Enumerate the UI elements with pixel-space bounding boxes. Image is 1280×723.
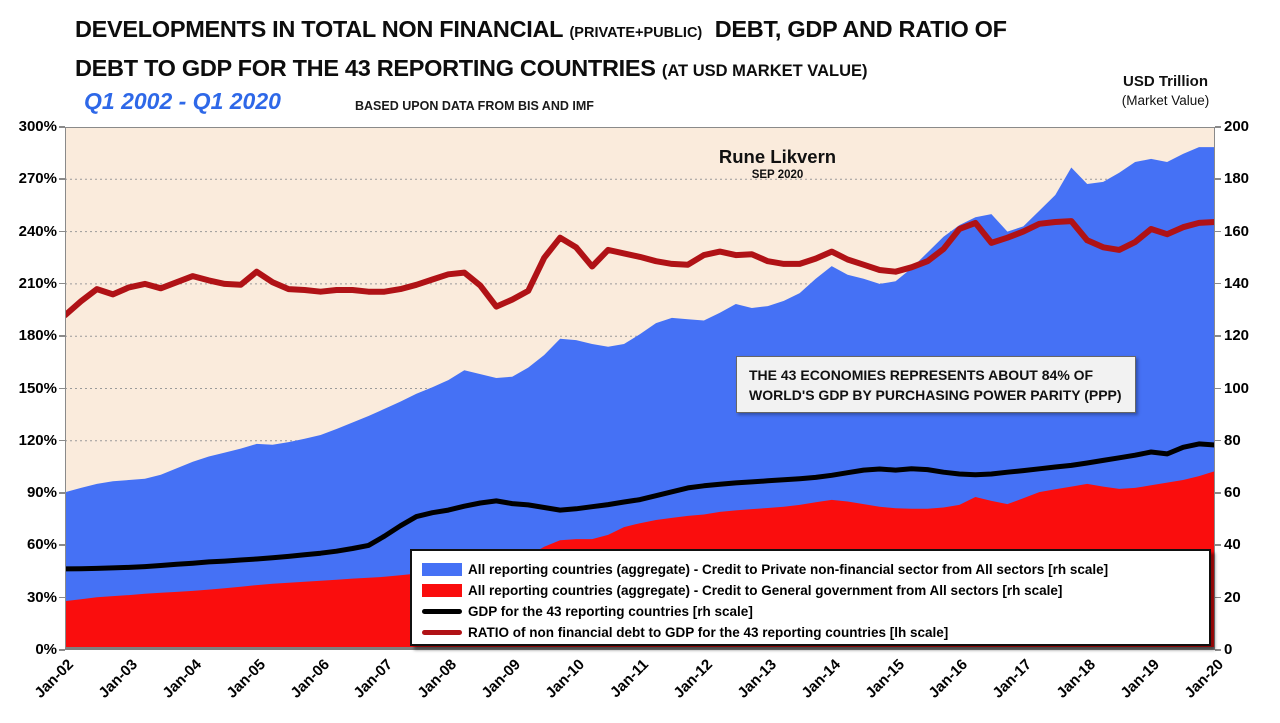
legend-label: All reporting countries (aggregate) - Cr… xyxy=(468,561,1109,577)
x-tick-label: Jan-06 xyxy=(286,656,333,702)
right-tick-label: 60 xyxy=(1224,484,1241,502)
right-tick-mark xyxy=(1215,544,1221,546)
right-axis-title: USD Trillion (Market Value) xyxy=(1108,72,1223,110)
left-tick-label: 300% xyxy=(18,118,57,135)
right-tick-mark xyxy=(1215,335,1221,337)
x-tick-label: Jan-10 xyxy=(542,656,589,702)
chart-title-line1: DEVELOPMENTS IN TOTAL NON FINANCIAL (PRI… xyxy=(75,12,1215,51)
right-tick-label: 200 xyxy=(1224,118,1250,135)
right-tick-mark xyxy=(1215,439,1221,442)
left-tick-mark xyxy=(59,439,65,442)
author-annotation: Rune Likvern SEP 2020 xyxy=(695,146,860,181)
chart-title: DEVELOPMENTS IN TOTAL NON FINANCIAL (PRI… xyxy=(75,12,1215,89)
legend-item: All reporting countries (aggregate) - Cr… xyxy=(422,580,1209,600)
right-tick-mark xyxy=(1215,649,1221,651)
left-tick-mark xyxy=(59,282,65,285)
left-tick-label: 180% xyxy=(18,327,57,345)
source-note: BASED UPON DATA FROM BIS AND IMF xyxy=(355,99,594,113)
legend-label: RATIO of non financial debt to GDP for t… xyxy=(468,624,949,640)
left-tick-mark xyxy=(59,335,65,337)
x-tick-label: Jan-17 xyxy=(989,656,1036,702)
right-tick-label: 100 xyxy=(1224,379,1250,397)
right-tick-label: 180 xyxy=(1224,170,1250,188)
title-paren-1: (PRIVATE+PUBLIC) xyxy=(569,25,703,41)
left-tick-label: 90% xyxy=(26,484,57,502)
legend-line-swatch xyxy=(422,608,462,614)
right-axis-title-text: USD Trillion xyxy=(1122,73,1208,90)
author-date: SEP 2020 xyxy=(751,169,804,181)
x-tick-label: Jan-05 xyxy=(223,656,269,702)
left-tick-label: 270% xyxy=(18,170,57,188)
x-tick-label: Jan-20 xyxy=(1181,656,1228,702)
x-tick-label: Jan-03 xyxy=(95,656,141,702)
x-tick-label: Jan-14 xyxy=(798,656,844,702)
x-tick-label: Jan-02 xyxy=(31,656,78,702)
line-debt-gdp-ratio xyxy=(65,218,1215,319)
title-rest-1: DEBT, GDP AND RATIO OF xyxy=(714,16,1007,42)
legend-line-swatch xyxy=(422,629,462,635)
x-tick-label: Jan-08 xyxy=(414,656,461,702)
right-tick-label: 120 xyxy=(1224,327,1250,345)
x-tick-label: Jan-11 xyxy=(606,656,653,702)
x-tick-label: Jan-04 xyxy=(159,656,205,702)
right-tick-mark xyxy=(1215,230,1221,233)
left-tick-mark xyxy=(59,544,65,546)
right-tick-label: 160 xyxy=(1224,222,1250,240)
left-tick-mark xyxy=(59,178,65,180)
legend-item: GDP for the 43 reporting countries [rh s… xyxy=(422,601,1209,621)
right-axis-subtitle-text: (Market Value) xyxy=(1121,93,1210,108)
chart-period: Q1 2002 - Q1 2020 xyxy=(84,88,281,114)
title-main-2: DEBT TO GDP FOR THE 43 REPORTING COUNTRI… xyxy=(75,55,656,81)
legend-item: All reporting countries (aggregate) - Cr… xyxy=(422,559,1209,579)
right-tick-mark xyxy=(1215,178,1221,180)
title-paren-2: (AT USD MARKET VALUE) xyxy=(661,62,868,80)
left-tick-label: 240% xyxy=(18,222,57,240)
legend-area-swatch xyxy=(422,583,462,597)
x-tick-label: Jan-13 xyxy=(734,656,780,702)
left-tick-label: 30% xyxy=(26,588,57,606)
x-tick-label: Jan-19 xyxy=(1117,656,1164,702)
right-tick-mark xyxy=(1215,282,1221,285)
legend-label: All reporting countries (aggregate) - Cr… xyxy=(468,582,1063,598)
right-tick-label: 20 xyxy=(1224,588,1241,606)
legend-item: RATIO of non financial debt to GDP for t… xyxy=(422,622,1209,642)
right-tick-label: 40 xyxy=(1224,536,1241,554)
line-gdp xyxy=(65,441,1215,572)
x-tick-label: Jan-07 xyxy=(350,656,397,702)
left-tick-label: 0% xyxy=(35,641,57,658)
info-box: THE 43 ECONOMIES REPRESENTS ABOUT 84% OF… xyxy=(736,356,1136,413)
chart-title-line2: DEBT TO GDP FOR THE 43 REPORTING COUNTRI… xyxy=(75,51,1215,89)
left-tick-label: 150% xyxy=(18,379,57,397)
right-tick-label: 140 xyxy=(1224,274,1250,292)
x-tick-label: Jan-18 xyxy=(1053,656,1100,702)
left-tick-mark xyxy=(59,492,65,494)
x-tick-label: Jan-15 xyxy=(861,656,908,702)
left-tick-mark xyxy=(59,596,65,599)
x-tick-label: Jan-12 xyxy=(670,656,716,702)
left-tick-label: 120% xyxy=(18,431,57,449)
right-tick-mark xyxy=(1215,387,1221,389)
legend-label: GDP for the 43 reporting countries [rh s… xyxy=(468,603,753,619)
legend: All reporting countries (aggregate) - Cr… xyxy=(410,549,1211,646)
right-tick-label: 0 xyxy=(1224,641,1233,658)
x-tick-label: Jan-09 xyxy=(478,656,525,702)
right-tick-mark xyxy=(1215,596,1221,599)
right-tick-label: 80 xyxy=(1224,431,1241,449)
left-tick-mark xyxy=(59,126,65,128)
x-tick-label: Jan-16 xyxy=(925,656,972,702)
left-tick-mark xyxy=(59,649,65,651)
left-tick-label: 60% xyxy=(26,536,57,554)
author-name: Rune Likvern xyxy=(718,146,837,167)
left-tick-mark xyxy=(59,230,65,233)
info-box-line2: WORLD'S GDP BY PURCHASING POWER PARITY (… xyxy=(749,387,1122,403)
right-tick-mark xyxy=(1215,126,1221,128)
left-tick-mark xyxy=(59,387,65,389)
info-box-line1: THE 43 ECONOMIES REPRESENTS ABOUT 84% OF xyxy=(749,367,1094,383)
title-main-1: DEVELOPMENTS IN TOTAL NON FINANCIAL xyxy=(75,16,564,42)
legend-area-swatch xyxy=(422,562,462,576)
left-tick-label: 210% xyxy=(18,274,57,292)
right-tick-mark xyxy=(1215,492,1221,494)
